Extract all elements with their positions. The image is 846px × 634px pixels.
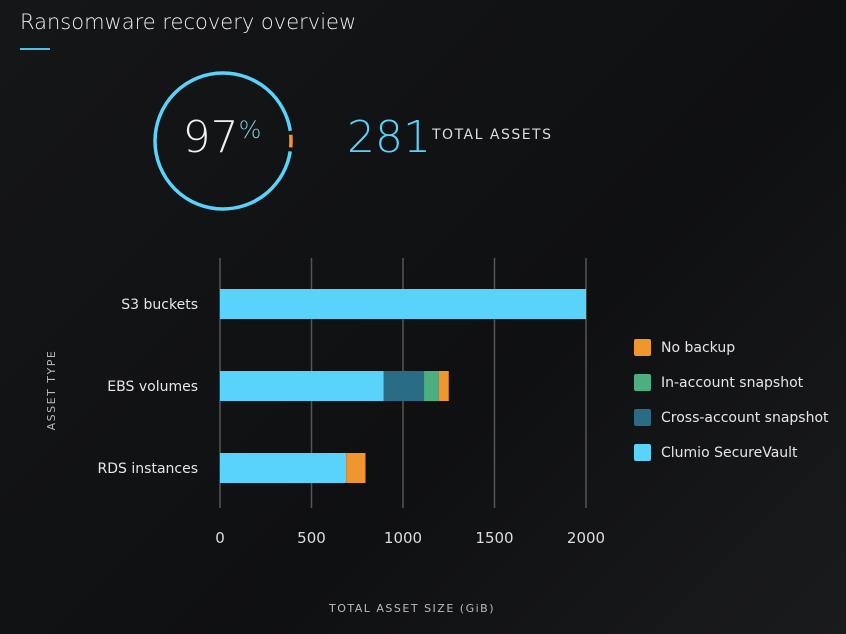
y-category-label: EBS volumes bbox=[107, 379, 198, 395]
legend-item: In-account snapshot bbox=[634, 365, 829, 400]
legend-item: Clumio SecureVault bbox=[634, 435, 829, 470]
y-category-label: RDS instances bbox=[98, 461, 198, 477]
legend-swatch bbox=[634, 444, 651, 461]
y-category-label: S3 buckets bbox=[121, 297, 198, 313]
legend-label: No backup bbox=[661, 339, 736, 356]
total-assets-label: TOTAL ASSETS bbox=[432, 127, 553, 143]
gauge-unrecovered-arc bbox=[153, 71, 293, 211]
gauge-recovered-arc bbox=[153, 71, 293, 211]
chart-legend: No backup In-account snapshot Cross-accoun… bbox=[634, 330, 829, 470]
x-tick-label: 500 bbox=[297, 529, 326, 547]
x-tick-label: 1500 bbox=[475, 529, 513, 547]
total-assets-count: 281 bbox=[347, 112, 431, 163]
legend-swatch bbox=[634, 339, 651, 356]
x-tick-label: 1000 bbox=[384, 529, 422, 547]
bar-segment bbox=[220, 371, 384, 401]
percent-sign: % bbox=[238, 116, 262, 144]
legend-item: Cross-account snapshot bbox=[634, 400, 829, 435]
recovery-percent: 97% bbox=[152, 112, 292, 163]
bar-segment bbox=[438, 371, 449, 401]
x-axis-label: TOTAL ASSET SIZE (GiB) bbox=[328, 602, 495, 615]
legend-swatch bbox=[634, 374, 651, 391]
legend-item: No backup bbox=[634, 330, 829, 365]
x-tick-label: 2000 bbox=[567, 529, 605, 547]
x-tick-label: 0 bbox=[215, 529, 225, 547]
bar-segment bbox=[220, 453, 347, 483]
percent-value: 97 bbox=[182, 112, 239, 163]
bar-segment bbox=[383, 371, 425, 401]
legend-swatch bbox=[634, 409, 651, 426]
bar-segment bbox=[346, 453, 366, 483]
legend-label: In-account snapshot bbox=[661, 374, 804, 391]
legend-label: Clumio SecureVault bbox=[661, 444, 798, 461]
legend-label: Cross-account snapshot bbox=[661, 409, 829, 426]
bar-segment bbox=[424, 371, 439, 401]
recovery-gauge bbox=[153, 71, 293, 211]
page-title: Ransomware recovery overview bbox=[20, 10, 357, 34]
bar-segment bbox=[220, 289, 586, 319]
title-underline bbox=[20, 48, 50, 50]
y-axis-label: ASSET TYPE bbox=[45, 350, 58, 431]
